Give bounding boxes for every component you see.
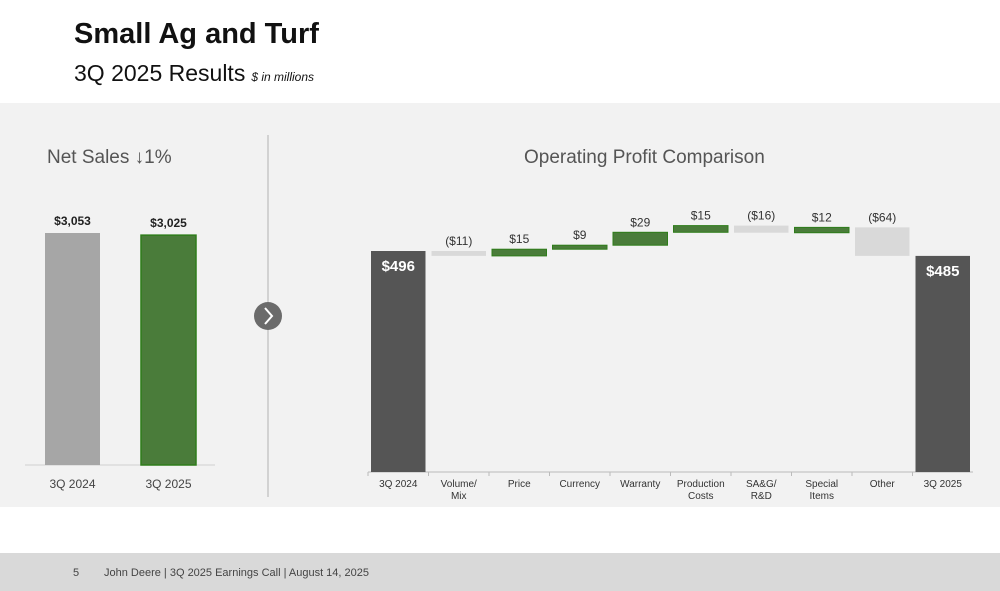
waterfall-bar <box>491 248 547 257</box>
net-sales-title: Net Sales ↓1% <box>47 147 172 168</box>
tick-label: 3Q 2025 <box>145 477 191 491</box>
waterfall-bar <box>915 255 970 472</box>
tick-label: Volume/ <box>441 479 477 490</box>
footer-text: John Deere | 3Q 2025 Earnings Call | Aug… <box>104 567 369 579</box>
data-label: $15 <box>509 232 529 246</box>
data-label: $9 <box>573 228 587 242</box>
waterfall-bar <box>734 225 789 233</box>
data-label: $3,053 <box>54 214 91 228</box>
tick-label: Warranty <box>620 479 660 490</box>
tick-label: R&D <box>751 491 772 502</box>
page-title: Small Ag and Turf <box>74 18 319 50</box>
tick-label: Production <box>677 479 725 490</box>
subtitle-text: 3Q 2025 Results <box>74 60 246 86</box>
tick-label: Items <box>810 491 834 502</box>
footer: 5 John Deere | 3Q 2025 Earnings Call | A… <box>0 553 1000 591</box>
bar-3q-2025 <box>140 234 197 466</box>
data-label: ($11) <box>445 234 472 248</box>
tick-label: Special <box>805 479 838 490</box>
waterfall-bar <box>673 225 729 233</box>
tick-label: Currency <box>559 479 600 490</box>
tick-label: SA&G/ <box>746 479 777 490</box>
data-label: $485 <box>926 263 959 280</box>
tick-label: Price <box>508 479 531 490</box>
waterfall-bar <box>855 227 910 256</box>
data-label: ($64) <box>868 210 896 224</box>
waterfall-bar <box>371 251 426 472</box>
tick-label: 3Q 2024 <box>49 477 95 491</box>
data-label: $15 <box>691 209 711 223</box>
page-subtitle: 3Q 2025 Results $ in millions <box>74 60 314 87</box>
waterfall-bar <box>612 231 668 246</box>
data-label: $29 <box>630 215 650 229</box>
waterfall-bar <box>794 226 850 234</box>
tick-label: 3Q 2024 <box>379 479 418 490</box>
tick-label: 3Q 2025 <box>924 479 963 490</box>
operating-profit-title: Operating Profit Comparison <box>524 147 765 168</box>
tick-label: Costs <box>688 491 714 502</box>
unit-note: $ in millions <box>251 70 315 84</box>
data-label: $3,025 <box>150 216 187 230</box>
tick-label: Other <box>870 479 896 490</box>
page-number: 5 <box>73 567 80 579</box>
data-label: $496 <box>382 258 415 275</box>
waterfall-bar <box>431 251 486 256</box>
tick-label: Mix <box>451 491 467 502</box>
data-label: ($16) <box>747 209 775 223</box>
waterfall-bar <box>552 244 608 250</box>
chevron-right-icon <box>254 302 282 330</box>
data-label: $12 <box>812 210 832 224</box>
bar-3q-2024 <box>45 233 100 465</box>
